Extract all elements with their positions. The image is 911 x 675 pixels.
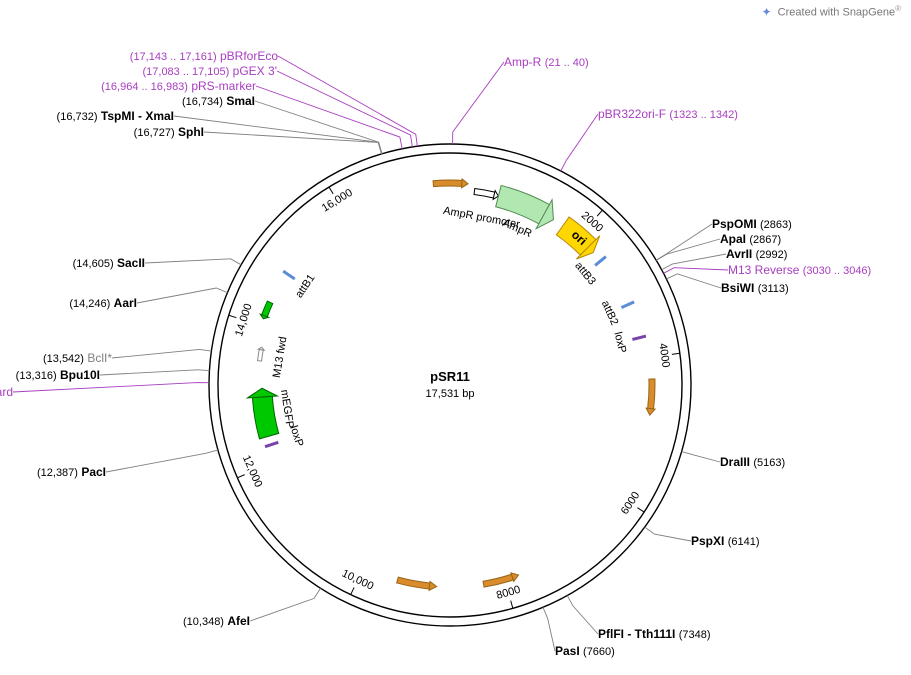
site-label: PspXI (6141) — [691, 534, 760, 548]
site-label: M13 Reverse (3030 .. 3046) — [728, 263, 871, 277]
feature-tp-cw-2-head — [462, 179, 469, 188]
site-label: (14,605) SacII — [73, 256, 145, 270]
ruler-tick — [329, 187, 333, 194]
site-leader — [250, 588, 321, 621]
site-label: (16,734) SmaI — [182, 94, 255, 108]
mark-label-loxP-l: loxP — [287, 424, 305, 448]
watermark-reg: ® — [895, 4, 901, 13]
site-leader — [682, 452, 720, 462]
site-leader — [255, 101, 382, 154]
feature-mEGFP-head — [247, 388, 277, 398]
ruler-tick — [237, 475, 244, 478]
feature-green-ccw-small — [262, 301, 273, 317]
feature-tp-ccw-1 — [483, 574, 513, 587]
feature-AmpR promoter — [474, 189, 495, 198]
mark-label-attB1: attB1 — [293, 272, 317, 300]
ruler-label: 12,000 — [240, 454, 264, 490]
site-leader — [561, 114, 598, 171]
site-label: (17,083 .. 17,105) pGEX 3' — [142, 64, 277, 78]
site-label: (13,542) BclI* — [43, 351, 112, 365]
snapgene-logo-icon: ✦ — [762, 5, 772, 19]
site-label: (13,316) Bpu10I — [16, 368, 100, 382]
site-label: (14,246) AarI — [69, 296, 137, 310]
site-label: PasI (7660) — [555, 644, 615, 658]
feature-tp-ccw-2-head — [429, 581, 437, 590]
site-label: (17,143 .. 17,161) pBRforEco — [130, 49, 279, 63]
ruler-label: 14,000 — [233, 302, 255, 338]
site-label: (10,348) AfeI — [183, 614, 250, 628]
site-leader — [112, 349, 211, 358]
feature-label-mEGFP: mEGFP — [278, 389, 296, 429]
site-label: PspOMI (2863) — [712, 217, 792, 231]
site-label: (16,727) SphI — [134, 125, 204, 139]
site-label: DraIII (5163) — [720, 455, 785, 469]
mark-loxP-l — [265, 442, 278, 446]
mark-attB3 — [595, 257, 606, 266]
site-leader — [645, 527, 691, 541]
site-label: ApaI (2867) — [720, 232, 781, 246]
site-label: AvrII (2992) — [726, 247, 787, 261]
site-leader — [662, 254, 726, 270]
ruler-label: 10,000 — [340, 567, 376, 592]
ruler-label: 16,000 — [320, 187, 355, 215]
site-leader — [145, 259, 241, 265]
site-label: (16,964 .. 16,983) pRS-marker — [101, 79, 256, 93]
feature-tp-ccw-2 — [397, 577, 430, 589]
ruler-tick — [672, 353, 680, 354]
mark-attB1 — [283, 271, 295, 279]
site-label: pBR322ori-F (1323 .. 1342) — [598, 107, 738, 121]
site-leader — [174, 116, 382, 154]
plasmid-map: 200040006000800010,00012,00014,00016,000… — [0, 0, 911, 675]
site-leader — [567, 596, 598, 634]
feature-mEGFP — [252, 396, 278, 438]
site-leader — [543, 607, 555, 651]
site-leader — [13, 383, 209, 392]
mark-attB2 — [621, 302, 634, 308]
site-leader — [277, 71, 412, 147]
ruler-tick — [637, 508, 644, 512]
snapgene-watermark: ✦ Created with SnapGene® — [762, 4, 901, 19]
site-label: (16,732) TspMI - XmaI — [57, 109, 174, 123]
feature-M13 fwd — [258, 349, 264, 361]
site-label: Amp-R (21 .. 40) — [504, 55, 589, 69]
site-leader — [100, 370, 209, 375]
site-label: BsiWI (3113) — [721, 281, 789, 295]
site-label: (13,167 .. 13,184) M13 Forward — [0, 385, 13, 399]
feature-tp-cw-2 — [433, 180, 462, 187]
feature-M13 fwd-head — [258, 347, 264, 350]
ruler-label: 8000 — [495, 584, 522, 602]
ruler-tick — [229, 315, 237, 317]
plasmid-size: 17,531 bp — [426, 388, 475, 400]
mark-label-attB3: attB3 — [572, 260, 598, 287]
site-leader — [666, 274, 721, 288]
mark-loxP-r — [632, 336, 646, 339]
ruler-label: 6000 — [619, 490, 642, 517]
mark-label-loxP-r: loxP — [611, 331, 628, 355]
site-label: (12,387) PacI — [37, 465, 106, 479]
site-leader — [656, 224, 712, 260]
mark-label-attB2: attB2 — [599, 299, 621, 327]
site-label: PflFI - Tth111I (7348) — [598, 627, 711, 641]
plasmid-name: pSR11 — [430, 369, 470, 384]
ruler-tick — [511, 601, 513, 609]
site-leader — [664, 268, 728, 274]
ruler-tick — [351, 587, 354, 594]
ruler-tick — [597, 210, 602, 216]
site-leader — [453, 62, 504, 144]
feature-tp-cw-1-head — [646, 408, 655, 415]
feature-label-M13 fwd: M13 fwd — [271, 336, 290, 379]
site-leader — [204, 132, 382, 154]
watermark-text: Created with SnapGene — [778, 7, 895, 19]
site-leader — [106, 450, 218, 472]
site-leader — [137, 288, 227, 303]
backbone-ring — [218, 153, 682, 617]
feature-tp-cw-1 — [648, 379, 655, 409]
ruler-label: 4000 — [656, 343, 671, 369]
